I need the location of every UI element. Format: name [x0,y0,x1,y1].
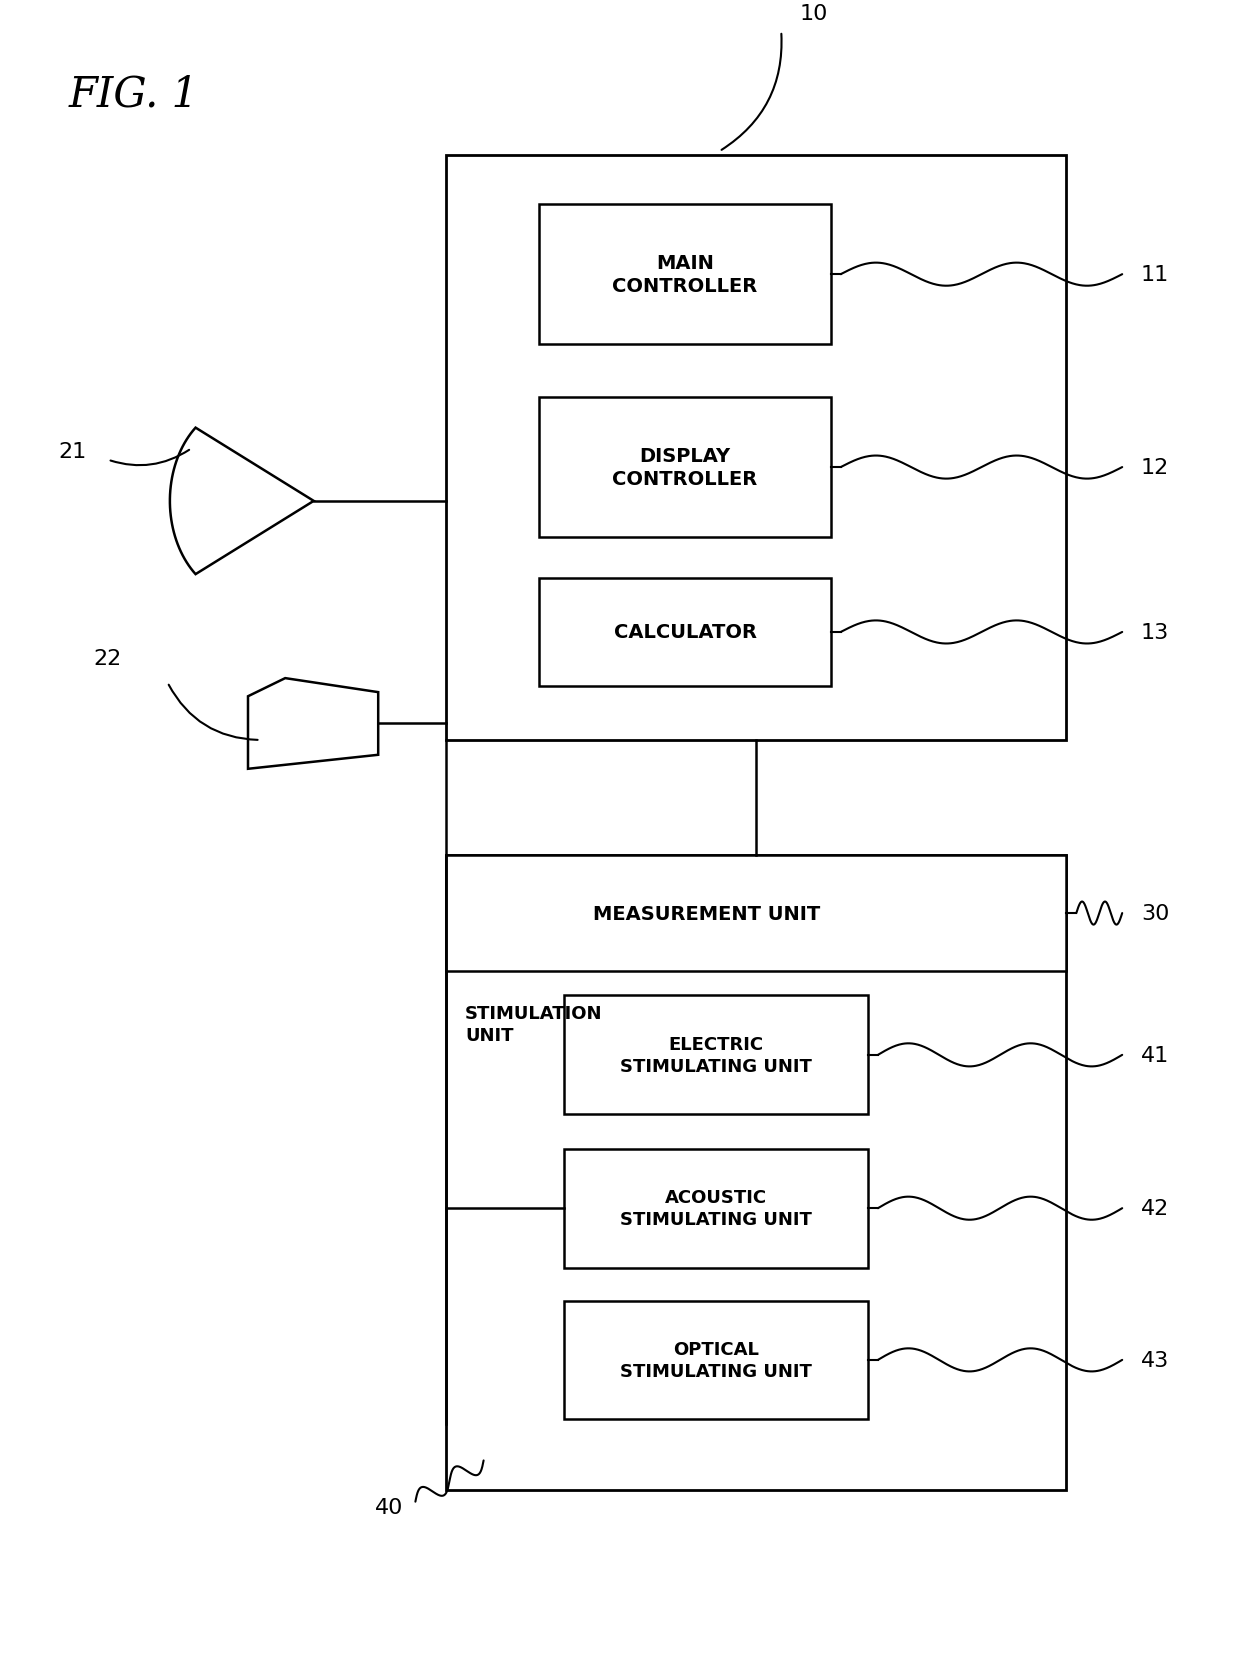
Polygon shape [248,679,378,770]
Text: 30: 30 [1141,904,1169,923]
Bar [564,996,868,1114]
Bar [539,579,831,687]
Bar [564,1149,868,1268]
Text: DISPLAY
CONTROLLER: DISPLAY CONTROLLER [613,447,758,488]
Text: FIG. 1: FIG. 1 [68,73,198,116]
Text: 21: 21 [58,442,87,462]
Bar [446,856,1066,1490]
Text: 43: 43 [1141,1350,1169,1370]
Text: ELECTRIC
STIMULATING UNIT: ELECTRIC STIMULATING UNIT [620,1034,812,1076]
Text: 13: 13 [1141,622,1169,642]
Bar [539,397,831,538]
Text: OPTICAL
STIMULATING UNIT: OPTICAL STIMULATING UNIT [620,1341,812,1380]
Text: 11: 11 [1141,265,1169,285]
Polygon shape [170,429,314,574]
Text: 12: 12 [1141,458,1169,478]
Bar [564,1301,868,1420]
Text: MAIN
CONTROLLER: MAIN CONTROLLER [613,253,758,296]
Text: MEASUREMENT UNIT: MEASUREMENT UNIT [593,904,821,923]
Bar [539,205,831,344]
Text: 10: 10 [800,3,828,23]
Text: ACOUSTIC
STIMULATING UNIT: ACOUSTIC STIMULATING UNIT [620,1188,812,1228]
Text: 22: 22 [93,649,122,669]
Text: STIMULATION
UNIT: STIMULATION UNIT [465,1005,603,1044]
Text: CALCULATOR: CALCULATOR [614,622,756,642]
Text: 42: 42 [1141,1198,1169,1218]
Text: 41: 41 [1141,1046,1169,1066]
Bar [446,156,1066,740]
Text: 40: 40 [374,1496,403,1516]
Bar [446,856,1066,971]
